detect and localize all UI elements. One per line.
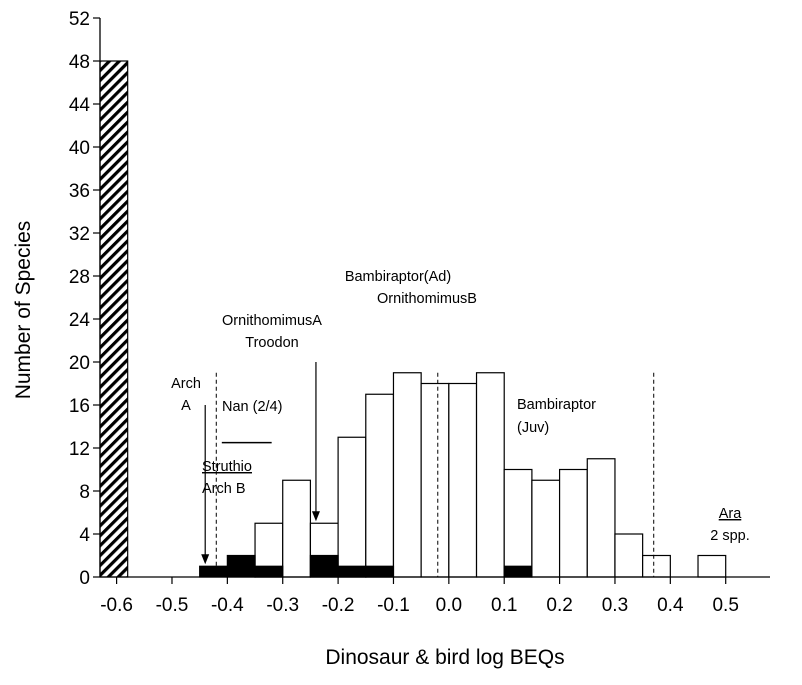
x-tick-label: 0.5 [712, 595, 738, 616]
y-tick-label: 44 [69, 95, 91, 116]
annotation-arch-b: Arch B [202, 481, 246, 497]
annotation-ornithomimus-a: OrnithomimusA [222, 313, 322, 329]
annotation-juv: (Juv) [517, 420, 549, 436]
filled-bar-1 [226, 554, 256, 578]
open-bar-12 [586, 458, 616, 578]
x-tick-label: -0.1 [377, 595, 410, 616]
annotation-ara: Ara [719, 506, 743, 522]
annotation-struthio: Struthio [202, 459, 252, 475]
filled-bar-3 [309, 554, 339, 578]
open-bar-5 [392, 372, 422, 578]
hatched-bars [99, 60, 129, 578]
x-axis-ticks: -0.6 -0.5 -0.4 -0.3 -0.2 -0.1 0.0 0.1 0.2 0.3 0.4 0… [100, 577, 739, 616]
open-bar-11 [558, 468, 588, 578]
annotation-bambiraptor: Bambiraptor [517, 397, 596, 413]
x-tick-label: -0.2 [322, 595, 355, 616]
reference-lines [215, 372, 655, 577]
x-axis-title: Dinosaur & bird log BEQs [325, 646, 564, 669]
y-tick-label: 8 [79, 482, 90, 503]
open-bar-7 [448, 382, 478, 578]
filled-bar-0 [199, 565, 228, 578]
open-bar-14 [642, 554, 671, 578]
annotation-arch-a-line2: A [181, 398, 191, 414]
annotation-ornithomimus-b: OrnithomimusB [377, 291, 477, 307]
filled-bar-5 [365, 565, 395, 578]
annotation-troodon: Troodon [245, 335, 298, 351]
open-bar-15 [697, 554, 727, 578]
filled-bar-4 [337, 565, 367, 578]
open-bar-10 [531, 479, 561, 578]
open-bar-13 [614, 533, 644, 578]
filled-bar-6 [503, 565, 533, 578]
arrow-head-0 [201, 554, 210, 565]
x-tick-label: 0.3 [602, 595, 628, 616]
open-bar-4 [365, 393, 395, 578]
y-tick-label: 36 [69, 181, 90, 202]
y-axis-title: Number of Species [12, 221, 35, 400]
axes [99, 18, 770, 578]
y-tick-label: 32 [69, 224, 90, 245]
open-bar-1 [282, 479, 312, 578]
annotations: Arch A OrnithomimusA Troodon Nan (2/4) S… [171, 269, 750, 544]
y-tick-label: 12 [69, 439, 90, 460]
x-tick-label: -0.3 [266, 595, 299, 616]
open-bars [254, 372, 727, 578]
x-tick-label: 0.0 [436, 595, 462, 616]
x-tick-label: 0.2 [546, 595, 572, 616]
y-tick-label: 16 [69, 396, 90, 417]
y-tick-label: 40 [69, 138, 90, 159]
open-bar-6 [420, 382, 450, 578]
annotation-arch-a-line1: Arch [171, 376, 201, 392]
open-bar-9 [503, 468, 533, 578]
filled-bar-2 [254, 565, 284, 578]
x-tick-label: 0.4 [657, 595, 684, 616]
annotation-marks [201, 362, 320, 565]
y-tick-label: 0 [79, 568, 90, 589]
annotation-bambiraptor-ad: Bambiraptor(Ad) [345, 269, 451, 285]
annotation-2-spp: 2 spp. [710, 528, 750, 544]
y-tick-label: 48 [69, 52, 90, 73]
y-tick-label: 24 [69, 310, 91, 331]
arrow-head-1 [311, 511, 320, 522]
y-tick-label: 52 [69, 9, 90, 30]
x-tick-label: -0.4 [211, 595, 244, 616]
open-bar-8 [475, 372, 505, 578]
y-tick-label: 4 [79, 525, 90, 546]
open-bar-3 [337, 436, 367, 578]
annotation-nan: Nan (2/4) [222, 399, 282, 415]
y-tick-label: 20 [69, 353, 90, 374]
hatched-bar-0 [99, 60, 129, 578]
x-tick-label: 0.1 [491, 595, 517, 616]
x-tick-label: -0.5 [156, 595, 189, 616]
x-tick-label: -0.6 [100, 595, 133, 616]
y-tick-label: 28 [69, 267, 90, 288]
